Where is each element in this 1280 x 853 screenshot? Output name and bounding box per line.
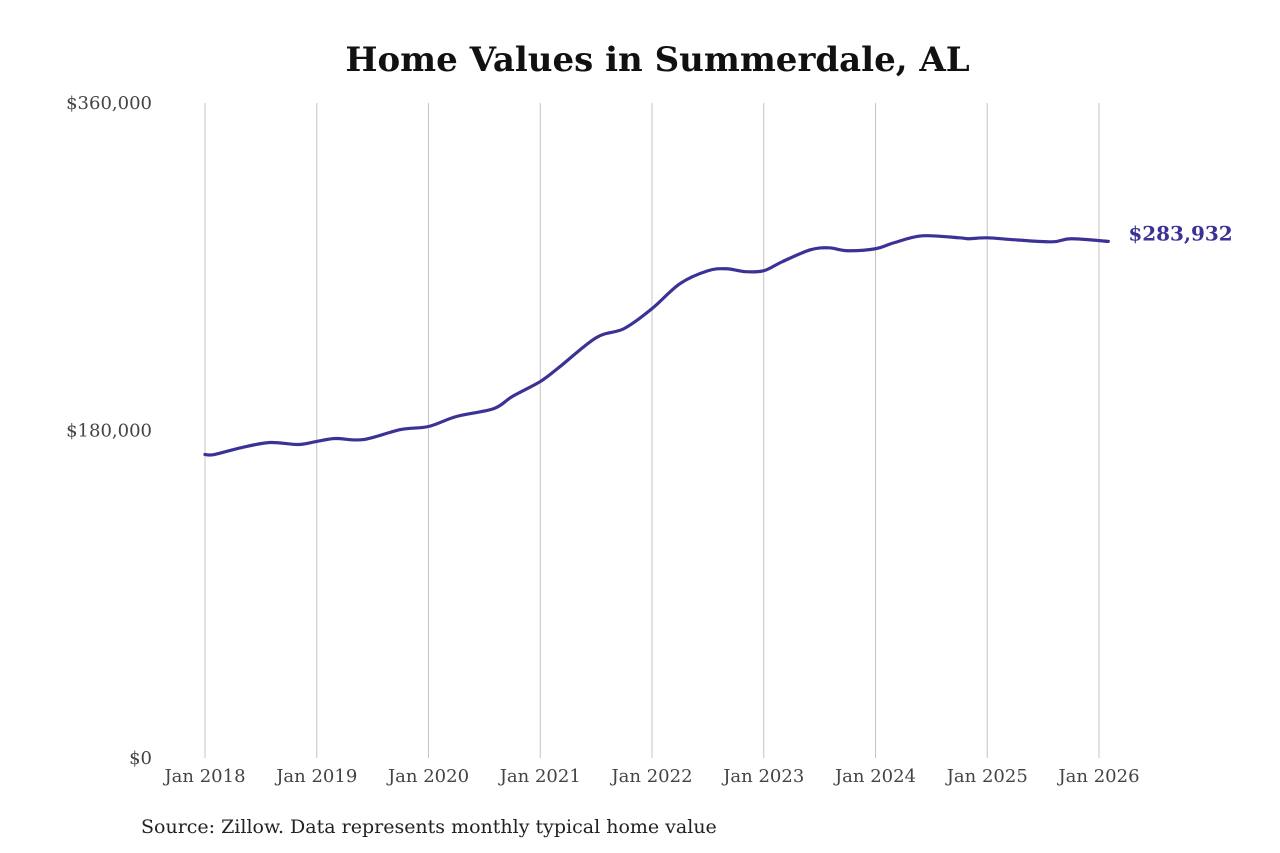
y-tick-label: $180,000 [66,421,152,442]
x-tick-label: Jan 2021 [498,766,581,787]
x-tick-label: Jan 2019 [274,766,357,787]
x-tick-label: Jan 2024 [833,766,916,787]
x-tick-label: Jan 2018 [162,766,245,787]
x-tick-label: Jan 2020 [386,766,469,787]
x-tick-label: Jan 2023 [721,766,804,787]
end-value-label: $283,932 [1128,221,1232,245]
x-tick-label: Jan 2022 [609,766,692,787]
y-tick-label: $0 [129,748,152,769]
chart-title: Home Values in Summerdale, AL [345,40,970,80]
source-note: Source: Zillow. Data represents monthly … [141,816,717,838]
x-tick-label: Jan 2026 [1056,766,1139,787]
y-tick-label: $360,000 [66,93,152,114]
series-line [203,234,1110,457]
x-tick-label: Jan 2025 [945,766,1028,787]
